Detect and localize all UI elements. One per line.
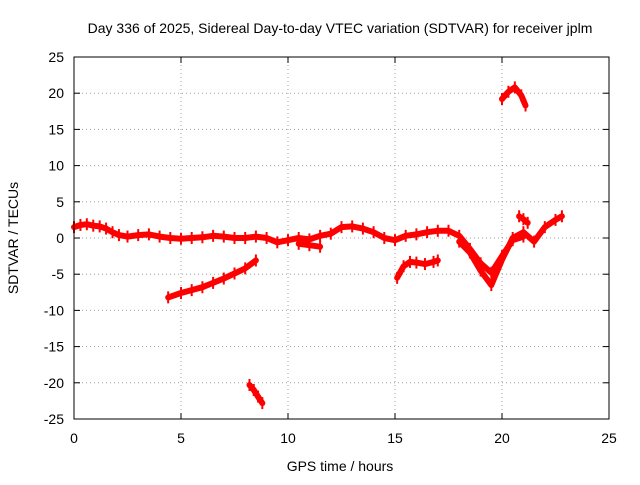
y-tick-label: -5: [52, 266, 65, 282]
series-dip-segment-15-17h: [394, 254, 441, 284]
y-tick-label: -15: [44, 339, 64, 355]
series-high-segment: [499, 81, 529, 112]
y-tick-label: 25: [48, 49, 64, 65]
x-tick-label: 20: [494, 430, 510, 446]
x-tick-label: 5: [177, 430, 185, 446]
y-tick-label: 15: [48, 121, 64, 137]
y-tick-label: -10: [44, 302, 64, 318]
x-tick-label: 25: [601, 430, 617, 446]
x-tick-label: 15: [387, 430, 403, 446]
series-line: [71, 221, 527, 276]
y-axis-label: SDTVAR / TECUs: [5, 182, 21, 294]
y-tick-label: 5: [56, 194, 64, 210]
y-tick-label: 0: [56, 230, 64, 246]
series-rising-segment: [165, 254, 259, 304]
series-low-segment: [246, 378, 266, 410]
series-upper-excursion-9-11h: [295, 237, 324, 253]
y-tick-label: -20: [44, 375, 64, 391]
x-tick-label: 10: [280, 430, 296, 446]
y-tick-label: 20: [48, 85, 64, 101]
series-main-band: [71, 218, 527, 279]
x-axis-label: GPS time / hours: [287, 458, 394, 474]
y-tick-label: 10: [48, 158, 64, 174]
x-tick-label: 0: [70, 430, 78, 446]
tick-layer: 0 5 10 15 20 25 -25 -20 -15 -10 -5 0 5 10 15 20 25: [44, 49, 617, 446]
chart-title: Day 336 of 2025, Sidereal Day-to-day VTE…: [88, 20, 593, 36]
series-small-segment-21h: [516, 210, 531, 229]
series-afternoon-band: [456, 210, 565, 292]
series-line: [246, 382, 266, 407]
data-layer: [71, 81, 565, 410]
y-tick-label: -25: [44, 411, 64, 427]
